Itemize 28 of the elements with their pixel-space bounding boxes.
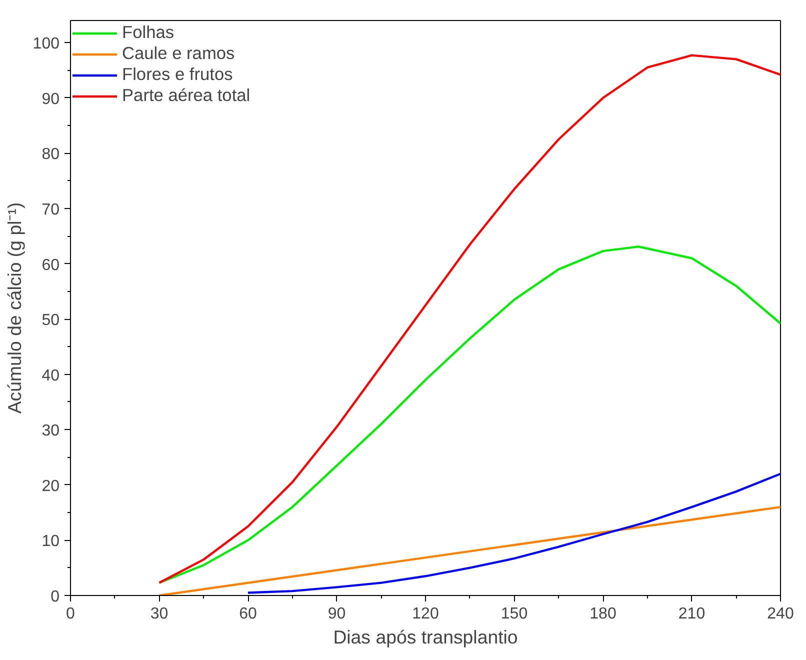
y-tick-label: 10 (42, 533, 60, 550)
x-tick-label: 120 (412, 606, 439, 622)
y-tick-label: 80 (42, 146, 60, 164)
legend-label: Folhas (122, 22, 174, 43)
x-tick-label: 90 (328, 606, 346, 622)
legend-label: Flores e frutos (122, 64, 233, 85)
y-axis-title: Acúmulo de cálcio (g pl⁻¹) (4, 202, 25, 414)
y-tick-label: 90 (42, 90, 60, 108)
y-tick-label: 40 (42, 367, 60, 384)
x-axis-title: Dias após transplantio (333, 626, 518, 648)
line-series (158, 246, 780, 584)
x-tick-label: 150 (500, 606, 528, 622)
legend-label: Caule e ramos (122, 43, 235, 64)
y-tick-label: 50 (42, 312, 60, 330)
x-tick-label: 240 (767, 606, 794, 622)
x-tick-label: 30 (150, 606, 168, 622)
y-tick-label: 20 (42, 478, 60, 495)
x-tick-label: 0 (66, 606, 76, 622)
line-series (246, 472, 780, 594)
x-tick-label: 210 (678, 606, 706, 622)
y-tick-label: 60 (42, 256, 60, 274)
y-tick-label: 30 (42, 422, 60, 440)
y-tick-label: 0 (50, 588, 60, 606)
x-tick-label: 180 (590, 606, 616, 622)
y-tick-label: 70 (42, 201, 60, 218)
x-tick-label: 60 (239, 606, 257, 622)
y-tick-label: 100 (32, 36, 60, 53)
legend-label: Parte aérea total (122, 85, 250, 106)
